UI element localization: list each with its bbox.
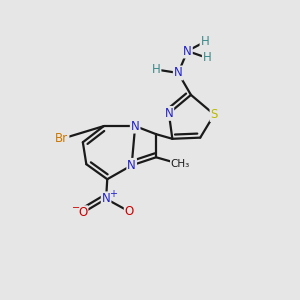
Text: +: +	[109, 189, 117, 199]
Text: H: H	[152, 63, 161, 76]
Text: N: N	[102, 192, 110, 206]
Text: N: N	[174, 67, 182, 80]
Text: N: N	[127, 159, 136, 172]
Text: −: −	[72, 202, 80, 213]
Text: O: O	[125, 205, 134, 218]
Text: N: N	[131, 120, 140, 133]
Text: O: O	[78, 206, 88, 219]
Text: S: S	[211, 108, 218, 121]
Text: H: H	[203, 51, 212, 64]
Text: N: N	[183, 44, 192, 58]
Text: N: N	[164, 107, 173, 120]
Text: H: H	[200, 35, 209, 48]
Text: CH₃: CH₃	[171, 159, 190, 169]
Text: Br: Br	[55, 132, 68, 145]
